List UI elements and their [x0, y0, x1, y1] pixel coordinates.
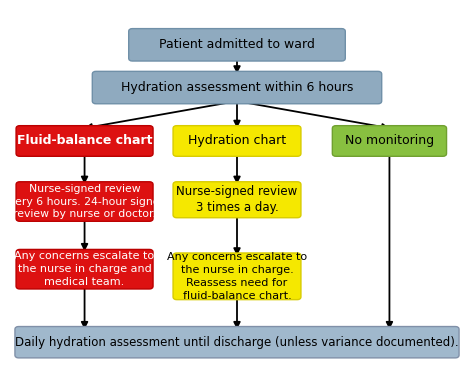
Text: Nurse-signed review
3 times a day.: Nurse-signed review 3 times a day.	[176, 185, 298, 214]
FancyBboxPatch shape	[129, 29, 345, 61]
FancyBboxPatch shape	[173, 126, 301, 156]
FancyBboxPatch shape	[173, 253, 301, 300]
FancyBboxPatch shape	[173, 182, 301, 218]
Text: No monitoring: No monitoring	[345, 134, 434, 148]
FancyBboxPatch shape	[15, 326, 459, 358]
FancyBboxPatch shape	[16, 126, 153, 156]
Text: Any concerns escalate to
the nurse in charge.
Reassess need for
fluid-balance ch: Any concerns escalate to the nurse in ch…	[167, 252, 307, 301]
Text: Any concerns escalate to
the nurse in charge and
medical team.: Any concerns escalate to the nurse in ch…	[15, 252, 155, 287]
FancyBboxPatch shape	[92, 71, 382, 104]
Text: Nurse-signed review
every 6 hours. 24-hour signed
review by nurse or doctor.: Nurse-signed review every 6 hours. 24-ho…	[2, 184, 167, 219]
FancyBboxPatch shape	[332, 126, 447, 156]
Text: Patient admitted to ward: Patient admitted to ward	[159, 38, 315, 51]
Text: Hydration chart: Hydration chart	[188, 134, 286, 148]
FancyBboxPatch shape	[16, 182, 153, 221]
Text: Fluid-balance chart: Fluid-balance chart	[17, 134, 152, 148]
Text: Hydration assessment within 6 hours: Hydration assessment within 6 hours	[121, 81, 353, 94]
Text: Daily hydration assessment until discharge (unless variance documented).: Daily hydration assessment until dischar…	[15, 336, 459, 349]
FancyBboxPatch shape	[16, 249, 153, 289]
